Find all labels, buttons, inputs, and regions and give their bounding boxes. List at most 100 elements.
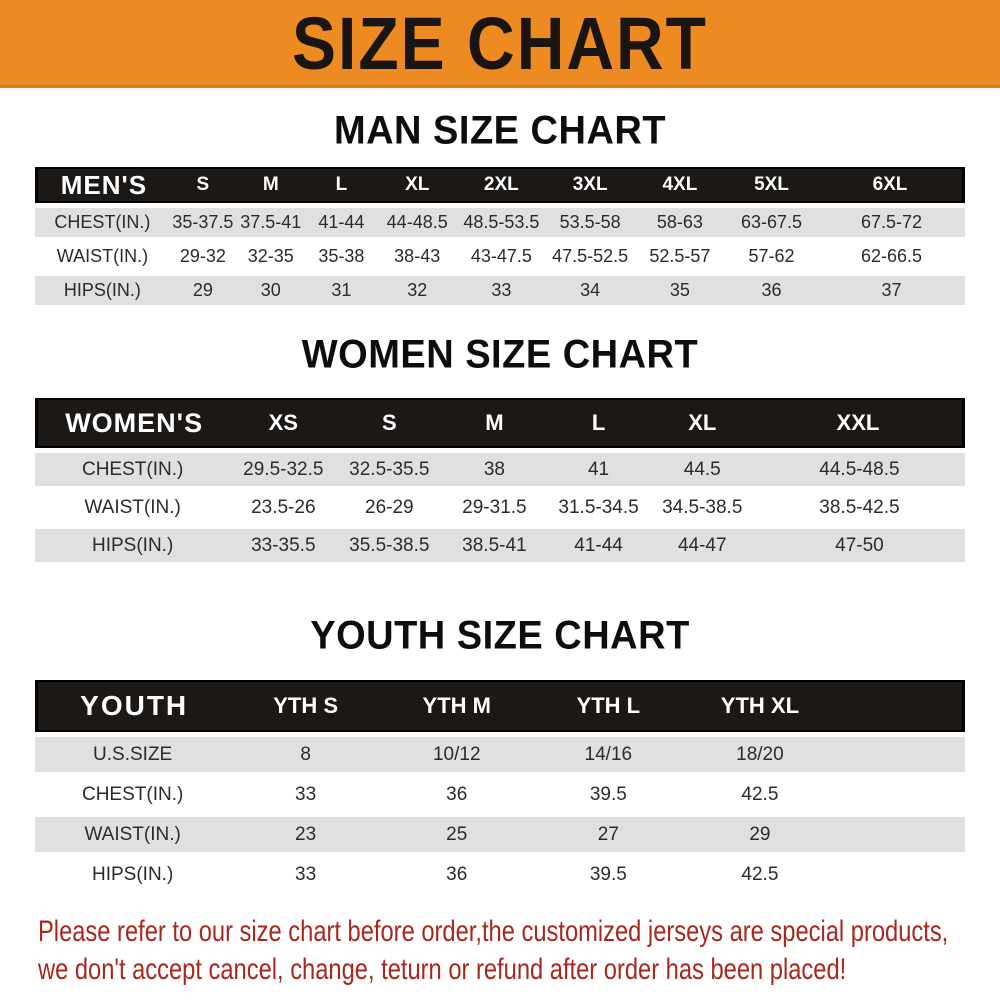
value-cell: 41 [546,453,651,486]
value-cell: 23.5-26 [230,491,337,524]
youth-table-corner-label: YOUTH [35,680,231,732]
women-size-header: L [546,398,651,448]
women-chest-row: CHEST(IN.) 29.5-32.5 32.5-35.5 38 41 44.… [35,453,965,486]
value-cell: 35 [634,276,725,305]
filler-cell [835,817,965,852]
value-cell: 44.5 [650,453,754,486]
value-cell: 37 [818,276,965,305]
filler-cell [835,737,965,772]
youth-size-table: YOUTH YTH S YTH M YTH L YTH XL U.S.SIZE … [35,675,965,897]
value-cell: 32 [377,276,458,305]
banner-title: SIZE CHART [292,1,708,84]
value-cell: 57-62 [725,242,818,271]
youth-section-title: YOUTH SIZE CHART [310,613,690,659]
value-cell: 33-35.5 [230,529,337,562]
women-waist-row: WAIST(IN.) 23.5-26 26-29 29-31.5 31.5-34… [35,491,965,524]
value-cell: 29-31.5 [442,491,547,524]
women-size-header: XS [230,398,337,448]
value-cell: 29 [684,817,836,852]
men-size-table: MEN'S S M L XL 2XL 3XL 4XL 5XL 6XL CHEST… [35,162,965,310]
value-cell: 8 [230,737,381,772]
row-label: HIPS(IN.) [35,857,231,892]
row-label: CHEST(IN.) [35,208,170,237]
filler-cell [835,777,965,812]
row-label: CHEST(IN.) [35,453,231,486]
youth-hips-row: HIPS(IN.) 33 36 39.5 42.5 [35,857,965,892]
women-header-row: WOMEN'S XS S M L XL XXL [35,398,965,448]
value-cell: 34 [545,276,635,305]
women-hips-row: HIPS(IN.) 33-35.5 35.5-38.5 38.5-41 41-4… [35,529,965,562]
row-label: CHEST(IN.) [35,777,231,812]
youth-size-header: YTH L [532,680,685,732]
value-cell: 58-63 [634,208,725,237]
header-filler [835,680,965,732]
youth-waist-row: WAIST(IN.) 23 25 27 29 [35,817,965,852]
value-cell: 38 [442,453,547,486]
youth-ussize-row: U.S.SIZE 8 10/12 14/16 18/20 [35,737,965,772]
size-chart-banner: SIZE CHART [0,0,1000,88]
youth-size-header: YTH M [380,680,533,732]
women-size-header: M [442,398,547,448]
value-cell: 30 [235,276,306,305]
men-size-header: 2XL [457,167,546,203]
value-cell: 47-50 [753,529,965,562]
value-cell: 39.5 [532,777,685,812]
value-cell: 39.5 [532,857,685,892]
value-cell: 36 [725,276,818,305]
men-table-corner-label: MEN'S [35,167,170,203]
value-cell: 29 [169,276,236,305]
value-cell: 14/16 [532,737,685,772]
value-cell: 10/12 [380,737,533,772]
value-cell: 18/20 [684,737,836,772]
value-cell: 29-32 [169,242,236,271]
value-cell: 27 [532,817,685,852]
men-size-header: L [305,167,378,203]
row-label: WAIST(IN.) [35,242,170,271]
men-size-header: 5XL [725,167,818,203]
men-waist-row: WAIST(IN.) 29-32 32-35 35-38 38-43 43-47… [35,242,965,271]
value-cell: 36 [380,777,533,812]
women-table-corner-label: WOMEN'S [35,398,231,448]
men-header-row: MEN'S S M L XL 2XL 3XL 4XL 5XL 6XL [35,167,965,203]
value-cell: 44-48.5 [377,208,458,237]
value-cell: 63-67.5 [725,208,818,237]
men-chest-row: CHEST(IN.) 35-37.5 37.5-41 41-44 44-48.5… [35,208,965,237]
value-cell: 34.5-38.5 [650,491,754,524]
women-size-header: S [336,398,443,448]
value-cell: 52.5-57 [634,242,725,271]
value-cell: 33 [230,857,381,892]
men-section-title: MAN SIZE CHART [333,108,667,154]
value-cell: 62-66.5 [818,242,965,271]
youth-size-header: YTH XL [684,680,836,732]
value-cell: 41-44 [305,208,378,237]
men-size-header: 4XL [634,167,725,203]
value-cell: 23 [230,817,381,852]
value-cell: 48.5-53.5 [457,208,546,237]
value-cell: 29.5-32.5 [230,453,337,486]
value-cell: 37.5-41 [235,208,306,237]
value-cell: 38.5-41 [442,529,547,562]
youth-header-row: YOUTH YTH S YTH M YTH L YTH XL [35,680,965,732]
value-cell: 53.5-58 [545,208,635,237]
row-label: WAIST(IN.) [35,491,231,524]
value-cell: 43-47.5 [457,242,546,271]
value-cell: 47.5-52.5 [545,242,635,271]
value-cell: 44.5-48.5 [753,453,965,486]
value-cell: 42.5 [684,857,836,892]
row-label: HIPS(IN.) [35,529,231,562]
value-cell: 32.5-35.5 [336,453,443,486]
women-section-title: WOMEN SIZE CHART [301,332,699,378]
row-label: U.S.SIZE [35,737,231,772]
value-cell: 67.5-72 [818,208,965,237]
disclaimer-line-1: Please refer to our size chart before or… [38,915,949,948]
men-size-header: S [169,167,236,203]
value-cell: 32-35 [235,242,306,271]
value-cell: 44-47 [650,529,754,562]
disclaimer-line-2: we don't accept cancel, change, teturn o… [38,953,847,986]
men-hips-row: HIPS(IN.) 29 30 31 32 33 34 35 36 37 [35,276,965,305]
women-size-table: WOMEN'S XS S M L XL XXL CHEST(IN.) 29.5-… [35,393,965,567]
row-label: WAIST(IN.) [35,817,231,852]
disclaimer-note: Please refer to our size chart before or… [38,913,1000,989]
men-size-header: M [235,167,306,203]
men-size-header: 3XL [545,167,635,203]
